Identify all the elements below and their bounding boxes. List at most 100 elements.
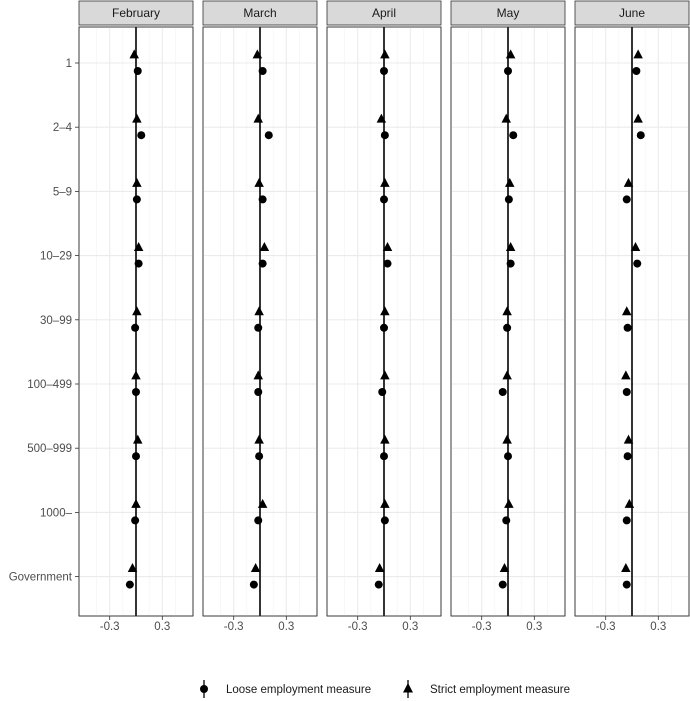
- x-tick-label: 0.3: [402, 621, 418, 633]
- panel-border: [574, 26, 690, 617]
- point-loose-april-2-4: [380, 131, 389, 140]
- legend-label-loose-employment-measure: Loose employment measure: [226, 684, 371, 696]
- point-loose-february-10-29: [134, 259, 143, 268]
- point-strict-april-5-9: [380, 177, 390, 187]
- point-loose-april-1: [380, 67, 388, 75]
- point-loose-february-5-9: [132, 195, 141, 204]
- point-strict-april-30-99: [380, 306, 390, 316]
- point-strict-april-10-29: [382, 242, 393, 252]
- x-tick-label: -0.3: [224, 621, 244, 633]
- point-strict-march-5-9: [254, 177, 264, 187]
- point-strict-april-2-4: [376, 113, 387, 123]
- point-strict-april-500-999: [380, 434, 390, 444]
- panel-february: February -0.3 0.3: [78, 0, 194, 633]
- point-loose-february-2-4: [137, 131, 146, 140]
- y-tick-label: 1000–: [40, 507, 73, 519]
- point-strict-may-government: [499, 563, 510, 573]
- point-loose-may-500-999: [504, 452, 512, 461]
- legend-key-triangle: [403, 683, 413, 693]
- x-tick-label: 0.3: [526, 621, 542, 633]
- point-strict-june-government: [621, 563, 631, 573]
- point-strict-may-10-29: [505, 242, 516, 252]
- point-strict-may-1000: [504, 498, 514, 508]
- point-strict-april-1: [380, 49, 390, 59]
- point-loose-may-100-499: [498, 388, 507, 396]
- x-tick-label: -0.3: [348, 621, 368, 633]
- strip-label-april: April: [372, 6, 396, 20]
- x-tick-label: 0.3: [154, 621, 170, 633]
- point-strict-march-10-29: [259, 242, 270, 252]
- point-loose-march-30-99: [254, 323, 263, 332]
- x-tick-label: -0.3: [472, 621, 492, 633]
- point-loose-march-5-9: [258, 195, 267, 204]
- point-loose-march-2-4: [264, 131, 273, 140]
- point-loose-february-1: [133, 67, 142, 75]
- point-loose-june-5-9: [622, 195, 631, 204]
- legend-key-circle: [200, 685, 208, 693]
- point-strict-february-30-99: [132, 306, 142, 316]
- x-tick-label: 0.3: [650, 621, 666, 633]
- point-strict-february-100-499: [131, 370, 141, 380]
- strip-label-march: March: [243, 6, 276, 20]
- strip-june: [574, 0, 690, 26]
- legend: Loose employment measure Strict employmen…: [200, 680, 570, 698]
- x-tick-label: -0.3: [596, 621, 616, 633]
- point-loose-may-10-29: [506, 259, 515, 268]
- point-strict-april-government: [374, 563, 385, 573]
- point-strict-may-100-499: [502, 370, 512, 380]
- point-loose-march-10-29: [258, 259, 267, 268]
- panel-border: [202, 26, 318, 617]
- point-strict-march-30-99: [254, 306, 264, 316]
- point-strict-june-10-29: [630, 242, 641, 252]
- y-axis: 1 2–4 5–9 10–29 30–99 100–499 500–999 1000– Gove…: [9, 58, 79, 584]
- strip-label-june: June: [619, 6, 645, 20]
- point-loose-may-1000: [502, 516, 511, 525]
- point-loose-april-100-499: [378, 388, 387, 396]
- panel-may: May -0.3 0.3: [450, 0, 566, 633]
- point-strict-june-1000: [624, 498, 635, 508]
- point-strict-may-5-9: [505, 177, 515, 187]
- point-strict-june-100-499: [621, 370, 631, 380]
- point-strict-march-100-499: [253, 370, 263, 380]
- point-strict-february-10-29: [133, 242, 144, 252]
- point-strict-april-1000: [380, 498, 390, 508]
- point-loose-april-5-9: [380, 195, 388, 204]
- point-strict-march-2-4: [253, 113, 263, 123]
- x-tick-label: -0.3: [100, 621, 120, 633]
- point-loose-may-5-9: [504, 195, 513, 204]
- point-strict-february-500-999: [133, 434, 143, 444]
- point-strict-may-500-999: [502, 434, 512, 444]
- panel-border: [78, 26, 194, 617]
- y-tick-label: 100–499: [27, 379, 72, 391]
- point-strict-february-government: [127, 563, 138, 573]
- point-strict-april-100-499: [380, 370, 390, 380]
- point-loose-june-1: [632, 67, 641, 75]
- strip-april: [326, 0, 442, 26]
- point-loose-june-10-29: [633, 259, 642, 268]
- point-strict-march-1: [252, 49, 263, 59]
- point-strict-february-1: [129, 49, 139, 59]
- point-strict-march-500-999: [254, 434, 264, 444]
- point-loose-february-30-99: [131, 323, 140, 332]
- point-loose-march-100-499: [254, 388, 263, 396]
- point-loose-february-government: [125, 580, 134, 589]
- point-loose-february-1000: [131, 516, 140, 525]
- x-tick-label: 0.3: [278, 621, 294, 633]
- panel-border: [450, 26, 566, 617]
- point-strict-march-1000: [257, 498, 268, 508]
- point-loose-may-30-99: [503, 323, 512, 332]
- panel-march: March -0.3 0.3: [202, 0, 318, 633]
- point-loose-june-100-499: [622, 388, 631, 396]
- point-loose-may-1: [504, 67, 512, 75]
- point-strict-may-30-99: [502, 306, 512, 316]
- point-loose-june-government: [622, 580, 631, 589]
- strip-february: [78, 0, 194, 26]
- y-tick-label: 1: [66, 58, 72, 70]
- point-strict-february-5-9: [132, 177, 142, 187]
- point-strict-may-1: [505, 49, 516, 59]
- legend-label-strict-employment-measure: Strict employment measure: [430, 684, 570, 696]
- strip-may: [450, 0, 566, 26]
- y-tick-label: 30–99: [40, 315, 72, 327]
- point-loose-june-2-4: [636, 131, 645, 140]
